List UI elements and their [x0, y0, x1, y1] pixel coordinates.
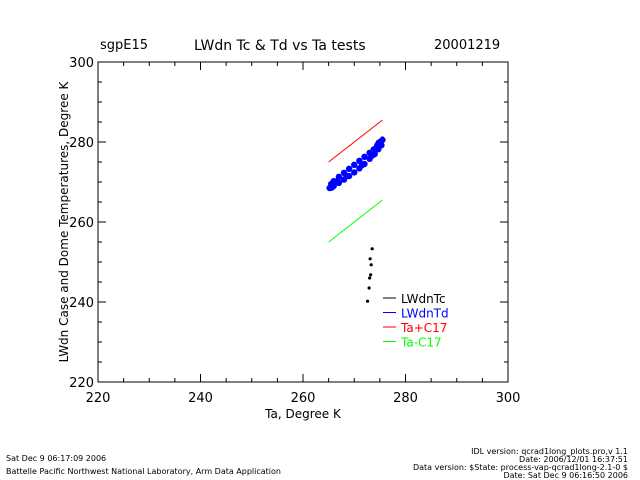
axis-tick-labels: 220 240 260 280 300 220 240 260 280 300 — [69, 56, 520, 406]
series-line-ta-c17 — [328, 119, 383, 163]
chart-marks — [326, 119, 386, 303]
series-line-ta-c17 — [328, 199, 383, 243]
data-point-lwdntc — [367, 286, 371, 290]
footer-idl-version: IDL version: qcrad1long_plots.pro,v 1.1 — [471, 447, 628, 456]
data-point-lwdntc — [370, 247, 374, 251]
data-point-lwdntd — [351, 161, 358, 168]
legend-label: LWdnTc — [401, 292, 446, 306]
data-point-lwdntd — [351, 169, 358, 176]
y-tick-label: 240 — [69, 296, 94, 311]
data-point-lwdntd — [335, 179, 343, 186]
data-point-lwdntd — [330, 178, 337, 185]
data-point-lwdntc — [368, 276, 372, 280]
x-tick-label: 280 — [393, 391, 418, 406]
legend-label: Ta-C17 — [400, 336, 442, 350]
y-tick-label: 280 — [69, 136, 94, 151]
x-tick-label: 240 — [188, 391, 213, 406]
data-point-lwdntc — [365, 299, 370, 303]
data-point-lwdntd — [375, 146, 382, 153]
footer-timestamp: Sat Dec 9 06:17:09 2006 — [6, 454, 107, 463]
data-point-lwdntc — [369, 263, 373, 267]
data-point-lwdntd — [368, 152, 376, 159]
y-tick-label: 300 — [69, 56, 94, 71]
data-point-lwdntd — [345, 165, 353, 172]
data-point-lwdntd — [379, 136, 386, 144]
data-point-lwdntd — [361, 153, 368, 160]
date-label: 20001219 — [434, 38, 501, 53]
x-tick-label: 300 — [496, 391, 521, 406]
footer-data-date: Date: Sat Dec 9 06:16:50 2006 — [503, 471, 628, 480]
data-point-lwdntd — [335, 173, 343, 180]
y-tick-label: 220 — [69, 376, 94, 391]
data-point-lwdntc — [368, 257, 372, 261]
x-axis-label: Ta, Degree K — [264, 407, 342, 421]
legend-label: Ta+C17 — [400, 321, 447, 335]
data-point-lwdntd — [328, 184, 335, 191]
legend-label: LWdnTd — [401, 307, 449, 321]
axis-ticks — [97, 61, 509, 383]
footer-institution: Battelle Pacific Northwest National Labo… — [6, 467, 281, 476]
chart-title: LWdn Tc & Td vs Ta tests — [194, 38, 366, 54]
data-point-lwdntc — [369, 273, 373, 277]
x-tick-label: 220 — [86, 391, 111, 406]
footer-idl-date: Date: 2006/12/01 16:37:51 — [519, 455, 628, 464]
x-tick-label: 260 — [291, 391, 316, 406]
site-label: sgpE15 — [100, 38, 149, 53]
data-point-lwdntd — [358, 162, 366, 169]
data-point-lwdntd — [343, 172, 350, 180]
footer-data-version: Data version: $State: process-vap-qcrad1… — [412, 463, 628, 472]
y-tick-label: 260 — [69, 216, 94, 231]
y-axis-label: LWdn Case and Dome Temperatures, Degree … — [57, 80, 71, 362]
